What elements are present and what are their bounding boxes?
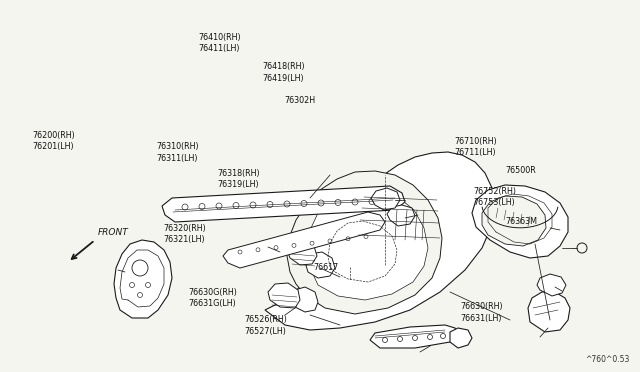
Polygon shape xyxy=(265,152,495,330)
Text: 76710(RH)
76711(LH): 76710(RH) 76711(LH) xyxy=(454,137,497,157)
Text: 76617: 76617 xyxy=(314,263,339,272)
Polygon shape xyxy=(371,188,400,210)
Text: FRONT: FRONT xyxy=(98,228,129,237)
Polygon shape xyxy=(162,186,405,222)
Polygon shape xyxy=(528,292,570,332)
Text: ^760^0.53: ^760^0.53 xyxy=(586,355,630,364)
Polygon shape xyxy=(287,171,442,314)
Text: 76752(RH)
76753(LH): 76752(RH) 76753(LH) xyxy=(474,187,516,207)
Text: 76363M: 76363M xyxy=(506,217,538,226)
Polygon shape xyxy=(387,205,415,226)
Polygon shape xyxy=(482,196,546,246)
Polygon shape xyxy=(305,252,335,278)
Text: 76320(RH)
76321(LH): 76320(RH) 76321(LH) xyxy=(163,224,206,244)
Polygon shape xyxy=(537,274,566,296)
Polygon shape xyxy=(114,240,172,318)
Polygon shape xyxy=(268,283,300,308)
Polygon shape xyxy=(370,325,458,348)
Polygon shape xyxy=(223,212,385,268)
Text: 76526(RH)
76527(LH): 76526(RH) 76527(LH) xyxy=(244,315,287,336)
Polygon shape xyxy=(450,328,472,348)
Text: 76200(RH)
76201(LH): 76200(RH) 76201(LH) xyxy=(32,131,75,151)
Text: 76418(RH)
76419(LH): 76418(RH) 76419(LH) xyxy=(262,62,305,83)
Text: 76500R: 76500R xyxy=(506,166,536,175)
Text: 76318(RH)
76319(LH): 76318(RH) 76319(LH) xyxy=(218,169,260,189)
Text: 76630G(RH)
76631G(LH): 76630G(RH) 76631G(LH) xyxy=(189,288,237,308)
Polygon shape xyxy=(308,188,428,300)
Text: 76410(RH)
76411(LH): 76410(RH) 76411(LH) xyxy=(198,33,241,53)
Polygon shape xyxy=(287,240,317,265)
Polygon shape xyxy=(292,287,318,312)
Text: 76630(RH)
76631(LH): 76630(RH) 76631(LH) xyxy=(461,302,504,323)
Polygon shape xyxy=(472,185,568,258)
Text: 76310(RH)
76311(LH): 76310(RH) 76311(LH) xyxy=(157,142,200,163)
Text: 76302H: 76302H xyxy=(285,96,316,105)
